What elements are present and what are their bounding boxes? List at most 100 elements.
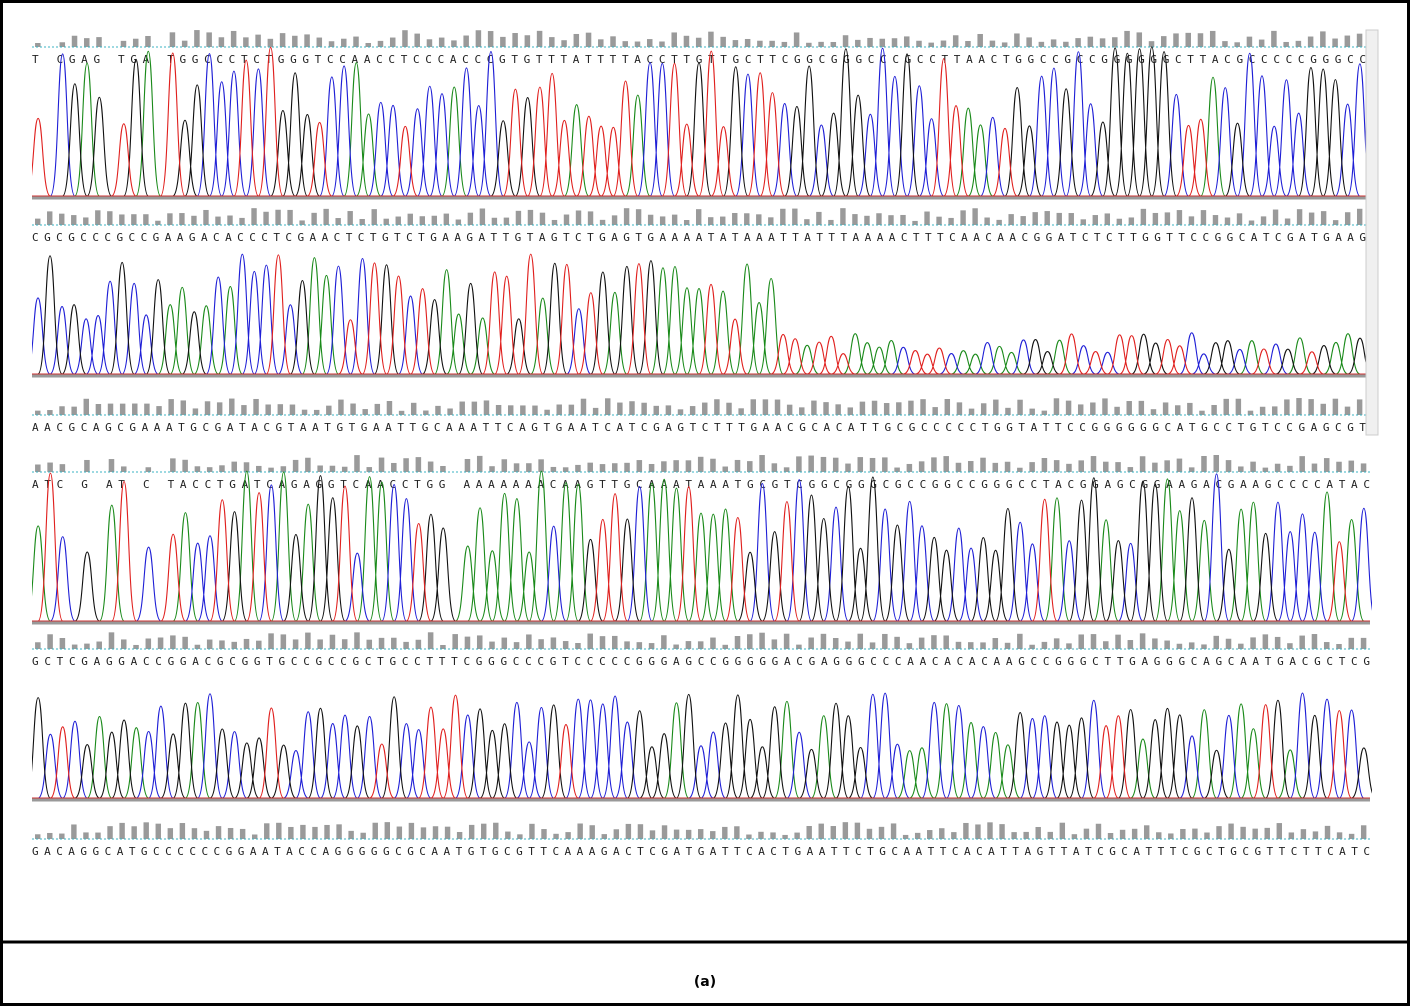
quality-bar bbox=[267, 38, 274, 47]
quality-bar bbox=[243, 638, 250, 649]
quality-bar bbox=[447, 408, 453, 415]
quality-bar bbox=[366, 639, 373, 649]
quality-bar bbox=[980, 403, 987, 415]
quality-bar bbox=[624, 462, 630, 472]
quality-bar bbox=[685, 829, 692, 839]
quality-bar bbox=[1288, 832, 1295, 839]
quality-bar bbox=[977, 33, 983, 47]
quality-bar bbox=[378, 637, 385, 649]
quality-bar bbox=[575, 643, 581, 649]
quality-bar bbox=[894, 636, 900, 649]
quality-bar bbox=[170, 458, 176, 472]
quality-bar bbox=[231, 641, 237, 649]
quality-bar bbox=[876, 213, 882, 225]
quality-bar bbox=[695, 209, 702, 225]
quality-bar bbox=[59, 464, 66, 472]
quality-bar bbox=[1247, 410, 1254, 415]
quality-bar bbox=[568, 404, 575, 415]
quality-bar bbox=[553, 833, 559, 839]
quality-bar bbox=[1103, 461, 1109, 472]
quality-bar bbox=[524, 35, 531, 47]
quality-bar bbox=[59, 42, 66, 47]
quality-bar bbox=[389, 37, 396, 47]
quality-bar bbox=[181, 40, 188, 47]
quality-bar bbox=[920, 399, 926, 415]
quality-bar bbox=[489, 641, 495, 649]
quality-bar bbox=[1299, 456, 1305, 472]
quality-bar bbox=[1114, 406, 1120, 415]
quality-bar bbox=[288, 826, 294, 839]
quality-bar bbox=[1336, 832, 1343, 839]
quality-bar bbox=[708, 217, 714, 225]
quality-bar bbox=[852, 214, 858, 225]
quality-bar bbox=[1323, 458, 1330, 472]
quality-bar bbox=[35, 834, 41, 839]
quality-bar bbox=[734, 826, 740, 839]
quality-bar bbox=[1222, 41, 1228, 47]
quality-bar bbox=[635, 209, 642, 225]
quality-bar bbox=[1116, 218, 1123, 225]
quality-bar bbox=[241, 405, 247, 415]
quality-bar bbox=[311, 212, 317, 225]
quality-bar bbox=[426, 39, 433, 47]
quality-bar bbox=[501, 459, 508, 472]
quality-bar bbox=[386, 401, 393, 415]
quality-bar bbox=[857, 457, 864, 472]
quality-bar bbox=[253, 398, 259, 415]
quality-bar bbox=[463, 35, 469, 47]
quality-bar bbox=[468, 824, 475, 839]
quality-bar bbox=[1308, 212, 1315, 225]
quality-bar bbox=[155, 220, 161, 225]
quality-bar bbox=[1295, 40, 1302, 47]
quality-bar bbox=[513, 642, 520, 649]
quality-bar bbox=[1115, 462, 1121, 472]
quality-bar bbox=[747, 634, 753, 649]
quality-bar bbox=[622, 41, 629, 47]
quality-bar bbox=[1004, 642, 1011, 649]
quality-bar bbox=[292, 459, 299, 472]
quality-bar bbox=[793, 32, 800, 47]
quality-bar bbox=[1152, 638, 1158, 649]
quality-bar bbox=[747, 461, 753, 472]
quality-bar bbox=[845, 641, 851, 649]
quality-bar bbox=[894, 467, 900, 472]
quality-bar bbox=[47, 462, 53, 472]
quality-bar bbox=[204, 401, 211, 415]
quality-bar bbox=[312, 826, 318, 839]
quality-bar bbox=[194, 30, 200, 47]
quality-bar bbox=[710, 831, 716, 839]
quality-bar bbox=[443, 213, 450, 225]
quality-bar bbox=[1090, 456, 1097, 472]
quality-bar bbox=[562, 467, 569, 472]
quality-bar bbox=[1050, 39, 1057, 47]
quality-bar bbox=[599, 464, 606, 472]
quality-bar bbox=[967, 461, 974, 472]
quality-bar bbox=[1078, 634, 1084, 649]
quality-bar bbox=[563, 214, 570, 225]
quality-bar bbox=[167, 213, 173, 225]
quality-bar bbox=[215, 826, 222, 839]
quality-bar bbox=[536, 30, 543, 47]
quality-bar bbox=[762, 399, 769, 415]
quality-bar bbox=[1080, 219, 1086, 225]
quality-bar bbox=[661, 461, 667, 472]
quality-bar bbox=[587, 633, 593, 649]
quality-bar bbox=[1197, 33, 1204, 47]
quality-bar bbox=[943, 456, 949, 472]
quality-bar bbox=[768, 217, 774, 225]
quality-bar bbox=[1271, 30, 1277, 47]
quality-bar bbox=[999, 824, 1005, 839]
quality-bar bbox=[360, 832, 366, 839]
quality-bar bbox=[794, 832, 800, 839]
quality-bar bbox=[1174, 405, 1181, 415]
quality-bar bbox=[353, 36, 359, 47]
quality-bar bbox=[280, 634, 287, 649]
quality-bar bbox=[1127, 467, 1134, 472]
quality-bar bbox=[1150, 409, 1157, 415]
quality-bar bbox=[301, 409, 308, 415]
trace bbox=[32, 470, 1365, 622]
quality-bar bbox=[219, 465, 225, 472]
quality-bar bbox=[206, 32, 212, 47]
quality-bar bbox=[629, 401, 635, 415]
